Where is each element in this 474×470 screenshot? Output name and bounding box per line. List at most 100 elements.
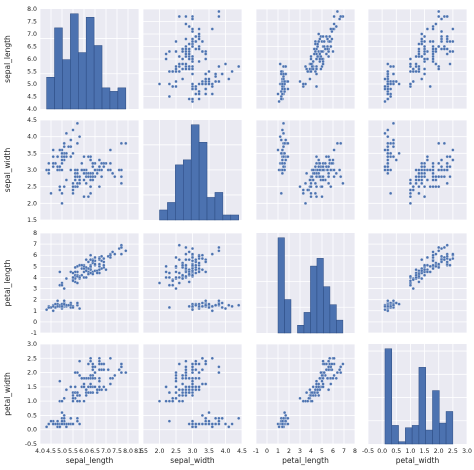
scatter-point-sepal_width-petal_width-97 — [417, 171, 421, 175]
scatter-point-petal_width-petal_length-64 — [305, 390, 309, 395]
y-tick-label-sepal_length: 8.0 — [27, 6, 37, 13]
scatter-point-petal_width-sepal_width-142 — [181, 373, 185, 378]
scatter-point-petal_length-petal_width-83 — [425, 263, 429, 267]
panel-petal_length-vs-petal_width — [367, 232, 468, 334]
hist-bar-petal_width-5 — [418, 367, 426, 445]
scatter-point-petal_width-sepal_length-99 — [75, 390, 79, 395]
y-tick-label-sepal_length: 7.5 — [27, 19, 37, 26]
scatter-point-sepal_length-sepal_width-83 — [181, 57, 185, 61]
scatter-point-sepal_width-petal_width-130 — [434, 175, 438, 179]
scatter-point-sepal_width-petal_width-77 — [428, 168, 432, 172]
scatter-point-sepal_width-petal_length-22 — [276, 148, 280, 152]
scatter-point-sepal_length-sepal_width-68 — [164, 52, 168, 56]
scatter-point-petal_length-sepal_length-47 — [51, 304, 55, 308]
scatter-point-petal_width-sepal_width-14 — [223, 422, 228, 426]
scatter-point-petal_length-sepal_width-86 — [194, 268, 198, 272]
scatter-point-sepal_length-sepal_width-121 — [184, 67, 188, 71]
scatter-point-petal_length-petal_width-13 — [383, 308, 387, 312]
scatter-point-sepal_width-sepal_length-22 — [51, 148, 55, 152]
scatter-point-sepal_length-sepal_width-113 — [174, 64, 178, 69]
scatter-point-sepal_width-petal_width-110 — [437, 161, 441, 165]
scatter-point-sepal_length-sepal_width-58 — [187, 42, 191, 46]
scatter-point-sepal_length-sepal_width-140 — [194, 39, 198, 44]
scatter-point-petal_width-sepal_width-118 — [177, 362, 181, 366]
scatter-point-petal_length-petal_width-122 — [437, 245, 441, 250]
x-tick-label-sepal_width: 2.5 — [171, 448, 181, 455]
scatter-point-sepal_length-petal_width-95 — [414, 64, 418, 69]
scatter-point-sepal_length-petal_width-130 — [434, 22, 438, 26]
scatter-point-petal_width-sepal_length-145 — [97, 362, 101, 366]
scatter-point-petal_width-petal_length-106 — [314, 379, 319, 383]
x-axis-label-petal_length: petal_length — [282, 456, 329, 465]
hist-bar-sepal_width-1 — [167, 202, 176, 221]
hist-bar-sepal_length-0 — [46, 77, 55, 110]
scatter-point-petal_length-petal_width-138 — [431, 266, 435, 271]
scatter-point-sepal_width-petal_length-95 — [311, 168, 315, 172]
scatter-point-sepal_length-petal_length-18 — [284, 64, 288, 69]
scatter-point-petal_width-sepal_width-47 — [197, 422, 201, 426]
scatter-point-petal_width-petal_length-139 — [324, 368, 328, 372]
scatter-point-petal_width-sepal_width-36 — [207, 422, 211, 426]
y-tick-label-petal_length: 4 — [33, 274, 37, 281]
scatter-point-petal_width-sepal_width-112 — [190, 368, 195, 372]
scatter-point-sepal_length-sepal_width-37 — [210, 84, 214, 89]
scatter-point-petal_width-petal_length-118 — [341, 362, 345, 366]
panel-sepal_length-vs-petal_length — [255, 8, 356, 110]
scatter-point-petal_length-sepal_width-93 — [167, 283, 171, 287]
x-tick-label-petal_length: 4 — [309, 448, 313, 455]
scatter-point-petal_width-sepal_width-22 — [210, 422, 214, 426]
scatter-point-sepal_width-petal_length-32 — [281, 131, 286, 135]
scatter-point-petal_width-sepal_length-14 — [78, 422, 82, 426]
scatter-point-sepal_width-petal_width-79 — [408, 181, 413, 185]
scatter-point-sepal_width-petal_length-105 — [338, 168, 342, 172]
scatter-point-sepal_length-sepal_width-130 — [184, 22, 188, 26]
scatter-point-petal_width-sepal_length-44 — [62, 416, 66, 420]
scatter-point-sepal_width-petal_width-145 — [445, 168, 449, 172]
scatter-point-petal_width-sepal_width-45 — [190, 419, 195, 423]
scatter-point-petal_length-sepal_length-75 — [95, 271, 99, 275]
y-tick-label-petal_width: 0.5 — [27, 412, 37, 419]
scatter-point-sepal_length-petal_length-138 — [318, 57, 322, 61]
scatter-point-sepal_width-petal_width-78 — [422, 171, 427, 175]
scatter-point-petal_length-sepal_length-139 — [102, 260, 106, 264]
scatter-point-petal_length-sepal_length-135 — [119, 252, 123, 256]
scatter-point-petal_length-petal_width-23 — [394, 301, 398, 305]
scatter-point-petal_width-sepal_width-50 — [197, 388, 201, 392]
scatter-point-sepal_width-petal_width-139 — [439, 165, 444, 169]
scatter-point-sepal_length-petal_length-45 — [280, 87, 284, 91]
scatter-point-sepal_width-petal_width-32 — [383, 131, 387, 135]
scatter-point-sepal_width-sepal_length-140 — [97, 165, 101, 169]
scatter-point-petal_length-petal_width-107 — [431, 250, 435, 254]
scatter-point-sepal_width-petal_width-106 — [428, 185, 432, 189]
scatter-point-petal_width-sepal_length-102 — [106, 368, 110, 372]
scatter-point-sepal_length-sepal_width-60 — [157, 82, 162, 86]
scatter-point-sepal_width-petal_width-144 — [451, 158, 455, 162]
scatter-point-sepal_length-sepal_width-31 — [204, 72, 208, 76]
scatter-point-petal_width-sepal_length-80 — [71, 396, 75, 400]
x-axis-label-sepal_width: sepal_width — [170, 456, 215, 465]
scatter-point-petal_width-sepal_width-123 — [181, 376, 185, 380]
scatter-point-petal_length-sepal_width-97 — [187, 272, 191, 276]
scatter-point-sepal_width-petal_width-73 — [414, 175, 418, 179]
scatter-point-sepal_length-petal_length-139 — [324, 34, 328, 39]
scatter-point-petal_length-petal_width-146 — [434, 264, 438, 268]
scatter-point-petal_width-sepal_width-114 — [184, 359, 188, 363]
scatter-point-sepal_length-sepal_width-103 — [187, 49, 191, 54]
scatter-point-petal_width-sepal_width-97 — [187, 390, 191, 395]
y-tick-label-sepal_width: 2.0 — [27, 200, 37, 207]
y-tick-label-petal_length: 7 — [33, 241, 37, 248]
scatter-point-sepal_length-petal_width-81 — [408, 69, 413, 74]
hist-bar-sepal_length-2 — [62, 59, 71, 110]
scatter-point-sepal_length-sepal_width-25 — [190, 82, 195, 86]
scatter-point-petal_width-petal_length-117 — [339, 365, 343, 369]
panel-background — [40, 233, 139, 333]
scatter-point-sepal_width-petal_length-148 — [324, 155, 328, 159]
scatter-point-sepal_width-petal_width-86 — [422, 165, 427, 169]
scatter-point-petal_width-sepal_length-36 — [71, 422, 75, 426]
scatter-point-petal_width-sepal_length-149 — [80, 376, 84, 380]
scatter-point-sepal_length-sepal_width-84 — [190, 72, 195, 76]
scatter-point-sepal_length-petal_length-22 — [276, 92, 280, 96]
y-tick-label-petal_width: 3.0 — [27, 341, 37, 348]
scatter-point-petal_width-sepal_width-98 — [174, 396, 178, 400]
scatter-point-sepal_width-petal_length-40 — [279, 151, 283, 155]
